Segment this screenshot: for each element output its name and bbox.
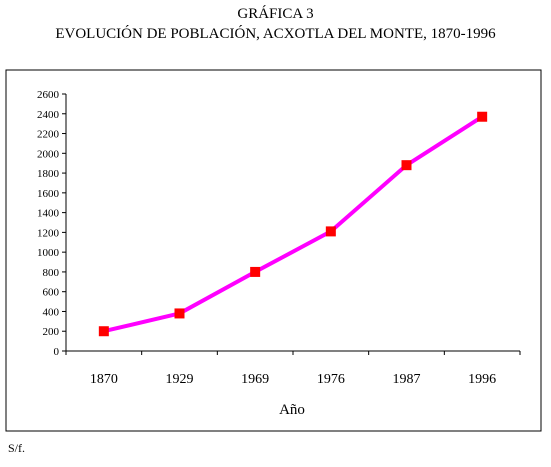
y-tick-label: 200 [43,326,60,338]
y-tick-label: 1000 [37,247,60,259]
data-point-marker [174,308,185,319]
series-line [103,115,484,334]
x-tick-label: 1996 [468,372,496,387]
x-tick-label: 1976 [317,372,345,387]
y-tick-label: 400 [43,306,60,318]
data-point-marker [401,160,412,171]
y-tick-label: 1200 [37,227,60,239]
source-note: S/f. [8,441,26,455]
x-tick-label: 1969 [241,372,269,387]
x-tick-label: 1929 [166,372,194,387]
data-point-marker [98,326,109,337]
y-tick-label: 800 [43,267,60,279]
data-point-marker [250,266,261,277]
x-tick-label: 1870 [90,372,118,387]
y-tick-label: 0 [54,346,60,358]
x-axis-label: Año [279,402,305,418]
y-tick-label: 1600 [37,188,60,200]
y-tick-label: 2400 [37,109,60,121]
x-tick-label: 1987 [393,372,421,387]
y-tick-label: 1400 [37,208,60,220]
y-tick-label: 2600 [37,89,60,101]
y-tick-label: 600 [43,287,60,299]
y-tick-label: 2000 [37,148,60,160]
data-point-marker [325,226,336,237]
chart-subtitle: EVOLUCIÓN DE POBLACIÓN, ACXOTLA DEL MONT… [55,26,496,42]
y-tick-label: 1800 [37,168,60,180]
chart-frame [5,69,542,432]
y-tick-label: 2200 [37,129,60,141]
chart-title: GRÁFICA 3 [237,6,314,22]
data-point-marker [477,111,488,122]
